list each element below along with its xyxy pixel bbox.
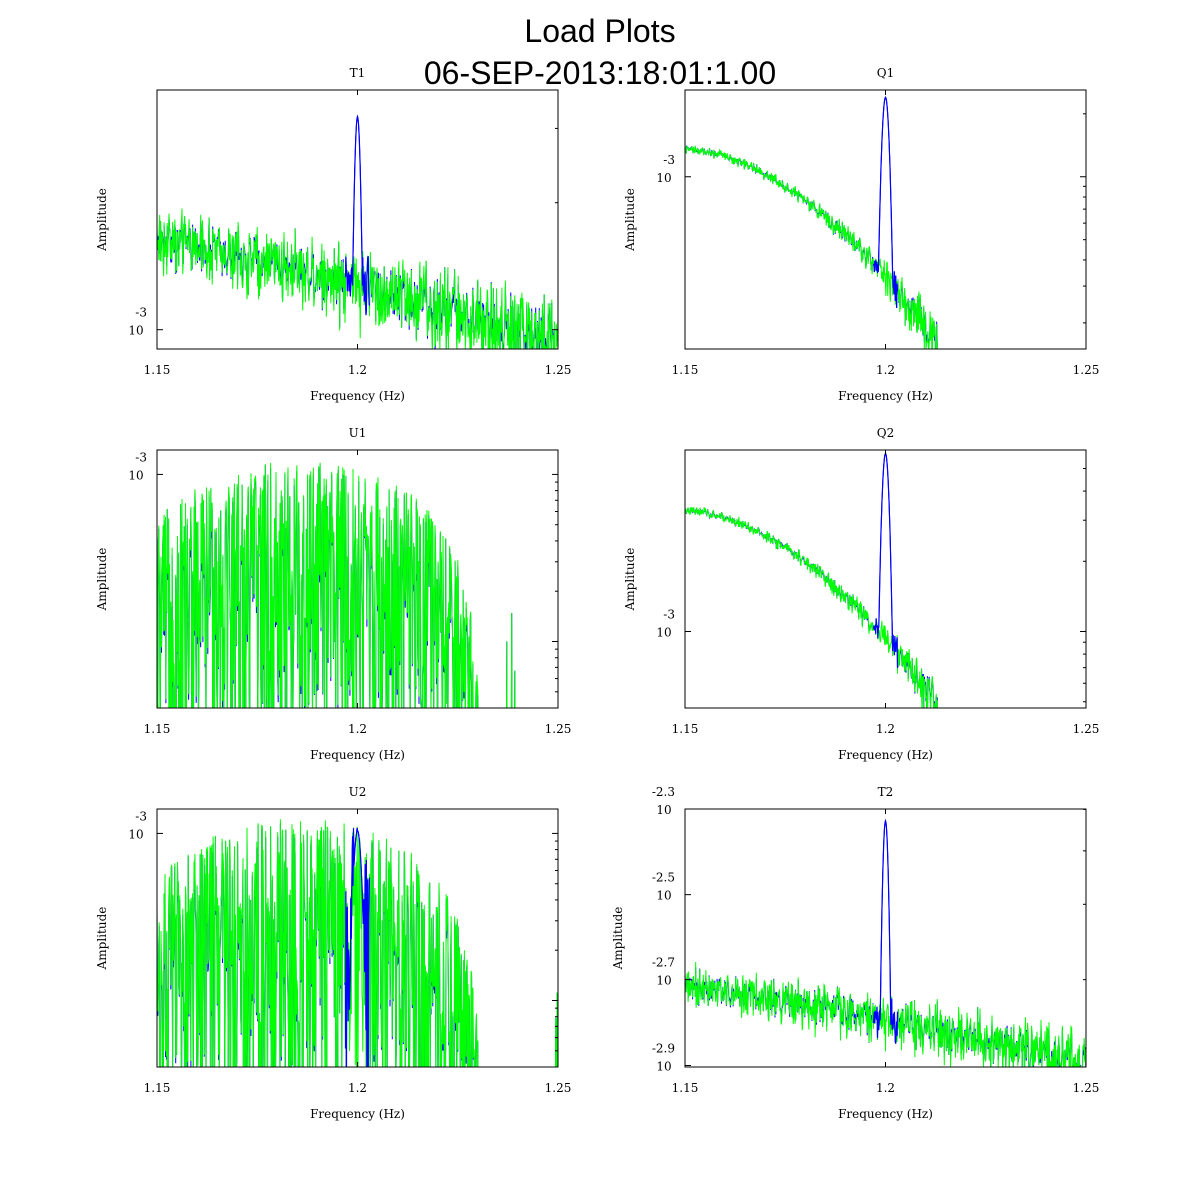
y-tick-base: 10 [656,974,671,988]
y-tick-base: 10 [656,1060,671,1074]
axes-frame [156,89,559,350]
peak-line [344,114,371,316]
peak-line [344,827,371,1067]
x-axis-label: Frequency (Hz) [310,389,405,403]
series-line-green [157,819,558,1067]
series-line-blue [685,819,1086,1067]
y-axis-label: Amplitude [95,907,109,971]
plot-area [157,819,558,1067]
x-tick-label: 1.15 [144,1081,171,1095]
x-tick-label: 1.2 [348,363,367,377]
x-tick-label: 1.25 [1073,363,1100,377]
y-axis-label: Amplitude [611,907,625,971]
series-line-blue [685,452,938,708]
y-tick-exponent: -3 [135,306,147,320]
panel-title: U2 [349,785,367,799]
chart-panel-q2: Q2 1.15 1.2 1.25 10 -3 Frequency (Hz) Amplitude [623,426,1099,762]
plot-area [157,462,516,708]
x-tick-label: 1.25 [1073,722,1100,736]
series-line-green [157,462,516,708]
x-tick-label: 1.2 [348,1081,367,1095]
series-line-green [685,145,938,349]
x-axis-label: Frequency (Hz) [838,389,933,403]
y-tick-base: 10 [656,171,671,185]
x-tick-label: 1.25 [1073,1081,1100,1095]
y-tick-base: 10 [128,468,143,482]
y-tick-exponent: -3 [663,153,675,167]
chart-panels: T1 1.15 1.2 1.25 10 -3 Frequency (Hz) Amplitude… [95,66,1099,1121]
panel-title: T1 [350,66,366,80]
y-axis-label: Amplitude [623,548,637,612]
y-axis-label: Amplitude [623,188,637,252]
y-tick-base: 10 [128,827,143,841]
chart-panel-u2: U2 1.15 1.2 1.25 10 -3 Frequency (Hz) Amplitude [95,785,571,1121]
peak-line [872,96,899,309]
x-axis-label: Frequency (Hz) [838,748,933,762]
plot-area [685,452,938,708]
figure-title: Load Plots [524,13,675,49]
x-tick-label: 1.2 [876,1081,895,1095]
x-axis-label: Frequency (Hz) [838,1107,933,1121]
y-tick-exponent: -2.7 [652,956,675,970]
x-tick-label: 1.15 [672,363,699,377]
chart-panel-t1: T1 1.15 1.2 1.25 10 -3 Frequency (Hz) Amplitude [95,66,572,403]
y-tick-base: 10 [656,803,671,817]
x-tick-label: 1.15 [144,363,171,377]
x-tick-label: 1.15 [672,1081,699,1095]
series-line-blue [157,464,516,708]
x-tick-label: 1.25 [545,1081,572,1095]
x-axis-label: Frequency (Hz) [310,748,405,762]
y-axis-label: Amplitude [95,188,109,252]
series-line-blue [685,96,938,349]
x-tick-label: 1.15 [144,722,171,736]
figure-subtitle: 06-SEP-2013:18:01:1.00 [424,55,776,91]
x-axis-label: Frequency (Hz) [310,1107,405,1121]
y-tick-exponent: -3 [135,809,147,823]
plot-area [157,114,558,349]
x-tick-label: 1.25 [545,722,572,736]
panel-title: Q2 [877,426,894,440]
y-tick-exponent: -2.5 [652,871,675,885]
x-tick-label: 1.15 [672,722,699,736]
x-tick-label: 1.25 [545,363,572,377]
peak-line [872,818,899,1044]
y-tick-exponent: -3 [663,608,675,622]
y-tick-exponent: -3 [135,450,147,464]
y-tick-exponent: -2.9 [652,1042,675,1056]
series-line-green [685,961,1086,1067]
y-tick-base: 10 [128,324,143,338]
panel-title: T2 [878,785,894,799]
series-line-green [157,208,558,349]
y-tick-base: 10 [656,889,671,903]
series-line-green [685,507,938,708]
y-tick-base: 10 [656,626,671,640]
x-tick-label: 1.2 [876,722,895,736]
plot-area [685,96,938,349]
axes-frame [684,449,1087,709]
chart-panel-t2: T2 1.15 1.2 1.25 10 -2.3 10 -2.5 10 -2.7 10 -2.9 Fre… [611,785,1099,1121]
x-tick-label: 1.2 [876,363,895,377]
axes-frame [684,89,1087,350]
panel-title: U1 [349,426,367,440]
x-tick-label: 1.2 [348,722,367,736]
plot-area [685,818,1086,1067]
panel-title: Q1 [877,66,894,80]
chart-panel-u1: U1 1.15 1.2 1.25 10 -3 Frequency (Hz) Amplitude [95,426,571,762]
chart-panel-q1: Q1 1.15 1.2 1.25 10 -3 Frequency (Hz) Amplitude [623,66,1099,403]
y-axis-label: Amplitude [95,548,109,612]
y-tick-exponent: -2.3 [652,785,675,799]
